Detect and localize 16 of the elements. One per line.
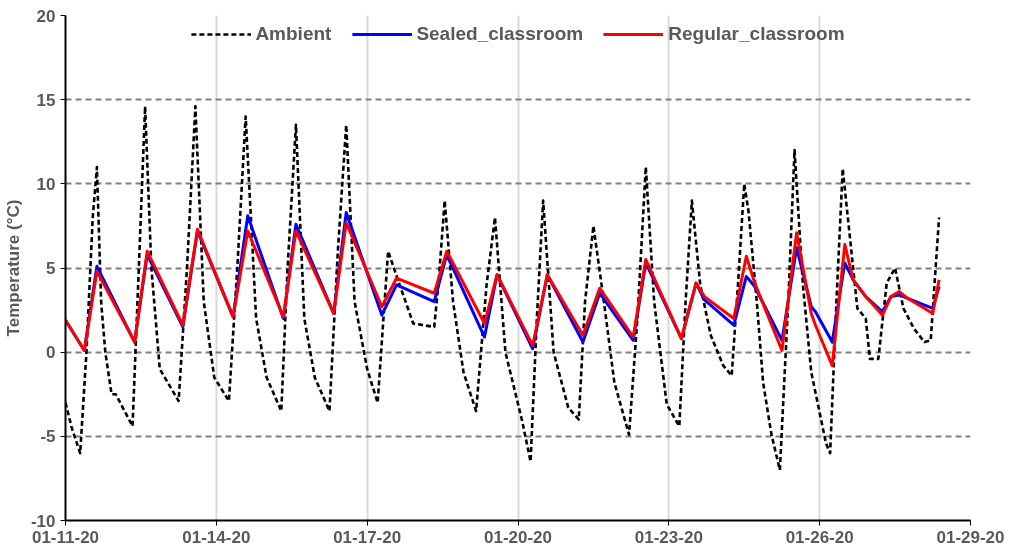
y-tick-label: 0 (46, 343, 56, 363)
y-tick-label: -5 (40, 427, 56, 447)
x-tick-label: 01-14-20 (182, 527, 251, 547)
y-tick-label: 20 (36, 6, 56, 26)
legend-label: Regular_classroom (668, 23, 845, 45)
y-axis-title: Temperature (°C) (3, 199, 23, 337)
y-tick-label: 15 (36, 90, 56, 110)
legend-label: Sealed_classroom (416, 23, 584, 45)
x-tick-label: 01-20-20 (483, 527, 553, 547)
x-tick-label: 01-23-20 (634, 527, 703, 547)
y-tick-label: 10 (36, 174, 56, 194)
y-tick-label: 5 (46, 259, 56, 278)
x-tick-label: 01-26-20 (785, 527, 854, 547)
x-tick-label: 01-29-20 (936, 527, 1005, 547)
legend-label: Ambient (255, 23, 332, 45)
x-tick-label: 01-17-20 (333, 527, 402, 547)
